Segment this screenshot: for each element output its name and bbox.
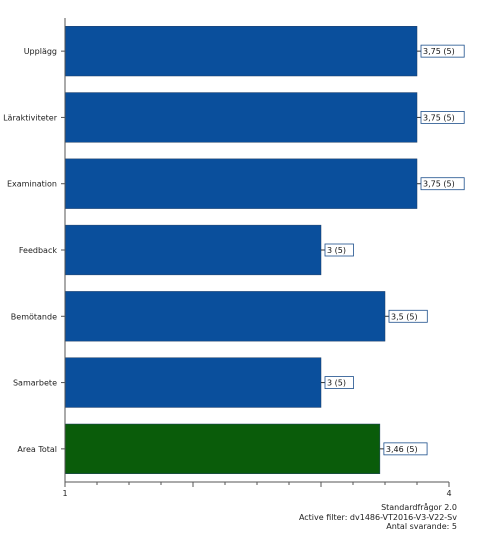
x-tick-label: 4 (446, 489, 451, 498)
value-label-box (420, 111, 465, 124)
value-label: 3,46 (5) (386, 445, 418, 454)
footer-respondents: Antal svarande: 5 (386, 522, 457, 531)
bar-5 (64, 357, 322, 408)
value-label: 3,5 (5) (391, 312, 418, 321)
bar-4 (64, 291, 386, 342)
category-label: Area Total (17, 445, 57, 454)
footer-title: Standardfrågor 2.0 (381, 503, 457, 512)
value-label-box (388, 309, 428, 323)
category-label: Läraktiviteter (3, 113, 58, 122)
bar-1 (64, 92, 418, 143)
value-label-box (420, 177, 465, 191)
value-label: 3,75 (5) (423, 180, 455, 189)
value-label-box (324, 376, 354, 389)
bar-3 (64, 224, 322, 276)
value-label: 3,75 (5) (423, 47, 455, 56)
value-label-box (420, 44, 465, 58)
value-label-box (383, 442, 428, 456)
bar-0 (64, 26, 418, 77)
value-label: 3 (5) (327, 379, 346, 388)
value-label: 3,75 (5) (423, 113, 455, 122)
value-label: 3 (5) (327, 246, 346, 255)
bar-6 (64, 423, 381, 474)
category-label: Samarbete (13, 379, 57, 388)
value-label-box (324, 243, 354, 257)
category-label: Bemötande (11, 312, 57, 321)
footer-active-filter: Active filter: dv1486-VT2016-V3-V22-Sv (298, 513, 457, 522)
bars-layer: Upplägg 3,75 (5) Läraktiviteter 3,75 (5) Exa… (3, 26, 465, 474)
category-label: Feedback (19, 246, 57, 255)
category-label: Examination (7, 180, 57, 189)
x-tick-label: 1 (62, 489, 67, 498)
category-label: Upplägg (24, 47, 57, 56)
bar-2 (64, 158, 418, 209)
